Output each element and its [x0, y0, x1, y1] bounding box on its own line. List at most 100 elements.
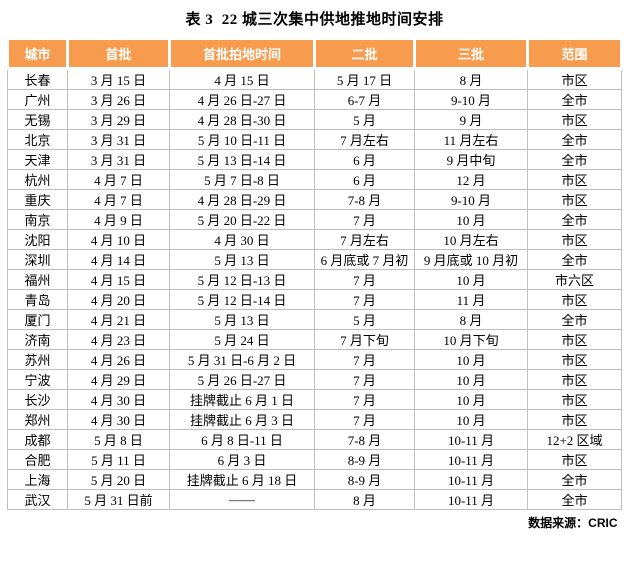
first-batch-cell: 5 月 11 日	[67, 449, 170, 470]
city-cell: 杭州	[7, 169, 68, 190]
table-row: 上海 5 月 20 日挂牌截止 6 月 18 日 8-9 月 10-11 月全市	[7, 469, 622, 490]
auction-time-cell: 6 月 8 日-11 日	[169, 429, 315, 450]
second-batch-cell: 6 月底或 7 月初	[314, 249, 415, 270]
scope-cell: 市六区	[527, 269, 622, 290]
city-cell: 青岛	[7, 289, 68, 310]
table-title: 表 3 22 城三次集中供地推地时间安排	[185, 12, 444, 28]
auction-time-cell: 挂牌截止 6 月 3 日	[169, 409, 315, 430]
first-batch-cell: 4 月 7 日	[67, 189, 170, 210]
header-first-batch: 首批	[66, 37, 171, 70]
third-batch-cell: 10 月下旬	[414, 329, 528, 350]
first-batch-cell: 4 月 23 日	[67, 329, 170, 350]
city-cell: 天津	[7, 149, 68, 170]
auction-time-cell: 挂牌截止 6 月 1 日	[169, 389, 315, 410]
first-batch-cell: 3 月 31 日	[67, 129, 170, 150]
second-batch-cell: 7 月	[314, 349, 415, 370]
third-batch-cell: 11 月	[414, 289, 528, 310]
scope-cell: 全市	[527, 489, 622, 510]
second-batch-cell: 7 月	[314, 269, 415, 290]
city-cell: 深圳	[7, 249, 68, 270]
scope-cell: 市区	[527, 229, 622, 250]
auction-time-cell: 挂牌截止 6 月 18 日	[169, 469, 315, 490]
first-batch-cell: 4 月 26 日	[67, 349, 170, 370]
second-batch-cell: 8-9 月	[314, 449, 415, 470]
auction-time-cell: 5 月 13 日	[169, 309, 315, 330]
city-cell: 合肥	[7, 449, 68, 470]
city-cell: 长春	[7, 68, 68, 90]
second-batch-cell: 5 月	[314, 109, 415, 130]
scope-cell: 市区	[527, 169, 622, 190]
data-source-note: 数据来源：CRIC	[528, 516, 618, 530]
city-cell: 重庆	[7, 189, 68, 210]
city-cell: 南京	[7, 209, 68, 230]
auction-time-cell: 5 月 13 日	[169, 249, 315, 270]
scope-cell: 市区	[527, 349, 622, 370]
first-batch-cell: 4 月 21 日	[67, 309, 170, 330]
auction-time-cell: 5 月 20 日-22 日	[169, 209, 315, 230]
auction-time-cell: 4 月 28 日-30 日	[169, 109, 315, 130]
third-batch-cell: 10 月	[414, 209, 528, 230]
second-batch-cell: 6 月	[314, 149, 415, 170]
auction-time-cell: 4 月 28 日-29 日	[169, 189, 315, 210]
third-batch-cell: 11 月左右	[414, 129, 528, 150]
scope-cell: 全市	[527, 209, 622, 230]
city-cell: 苏州	[7, 349, 68, 370]
scope-cell: 12+2 区域	[527, 429, 622, 450]
city-cell: 长沙	[7, 389, 68, 410]
auction-time-cell: 5 月 7 日-8 日	[169, 169, 315, 190]
second-batch-cell: 7 月	[314, 369, 415, 390]
third-batch-cell: 9 月底或 10 月初	[414, 249, 528, 270]
first-batch-cell: 5 月 20 日	[67, 469, 170, 490]
second-batch-cell: 7-8 月	[314, 429, 415, 450]
third-batch-cell: 10 月	[414, 349, 528, 370]
third-batch-cell: 9-10 月	[414, 89, 528, 110]
header-row: 城市 首批 首批拍地时间 二批 三批 范围	[6, 37, 623, 70]
header-city: 城市	[6, 37, 69, 70]
third-batch-cell: 10 月	[414, 409, 528, 430]
scope-cell: 市区	[527, 409, 622, 430]
scope-cell: 市区	[527, 449, 622, 470]
second-batch-cell: 5 月 17 日	[314, 68, 415, 90]
auction-time-cell: ——	[169, 489, 315, 510]
third-batch-cell: 9 月中旬	[414, 149, 528, 170]
scope-cell: 全市	[527, 309, 622, 330]
second-batch-cell: 6-7 月	[314, 89, 415, 110]
third-batch-cell: 10 月	[414, 389, 528, 410]
second-batch-cell: 7 月左右	[314, 129, 415, 150]
header-auction-time: 首批拍地时间	[168, 37, 316, 70]
third-batch-cell: 10 月	[414, 369, 528, 390]
second-batch-cell: 7 月	[314, 389, 415, 410]
scope-cell: 市区	[527, 389, 622, 410]
second-batch-cell: 6 月	[314, 169, 415, 190]
scope-cell: 全市	[527, 129, 622, 150]
auction-time-cell: 5 月 26 日-27 日	[169, 369, 315, 390]
first-batch-cell: 4 月 30 日	[67, 389, 170, 410]
third-batch-cell: 9-10 月	[414, 189, 528, 210]
first-batch-cell: 5 月 8 日	[67, 429, 170, 450]
auction-time-cell: 4 月 30 日	[169, 229, 315, 250]
first-batch-cell: 4 月 20 日	[67, 289, 170, 310]
second-batch-cell: 7 月	[314, 209, 415, 230]
header-second-batch: 二批	[313, 37, 416, 70]
scope-cell: 市区	[527, 329, 622, 350]
city-cell: 广州	[7, 89, 68, 110]
scope-cell: 全市	[527, 149, 622, 170]
second-batch-cell: 7 月左右	[314, 229, 415, 250]
first-batch-cell: 4 月 15 日	[67, 269, 170, 290]
auction-time-cell: 5 月 12 日-14 日	[169, 289, 315, 310]
second-batch-cell: 7-8 月	[314, 189, 415, 210]
city-cell: 无锡	[7, 109, 68, 130]
